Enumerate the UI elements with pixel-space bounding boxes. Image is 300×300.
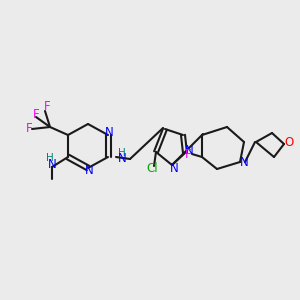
Text: Cl: Cl <box>146 161 158 175</box>
Text: N: N <box>240 155 248 169</box>
Text: F: F <box>26 122 32 136</box>
Text: N: N <box>118 152 126 166</box>
Text: H: H <box>118 148 126 158</box>
Text: N: N <box>105 127 113 140</box>
Text: F: F <box>33 107 39 121</box>
Text: F: F <box>185 148 191 160</box>
Text: O: O <box>284 136 294 148</box>
Text: N: N <box>169 163 178 176</box>
Text: N: N <box>48 158 56 172</box>
Text: N: N <box>184 143 194 157</box>
Text: H: H <box>46 153 54 163</box>
Text: N: N <box>85 164 93 176</box>
Text: F: F <box>44 100 50 113</box>
